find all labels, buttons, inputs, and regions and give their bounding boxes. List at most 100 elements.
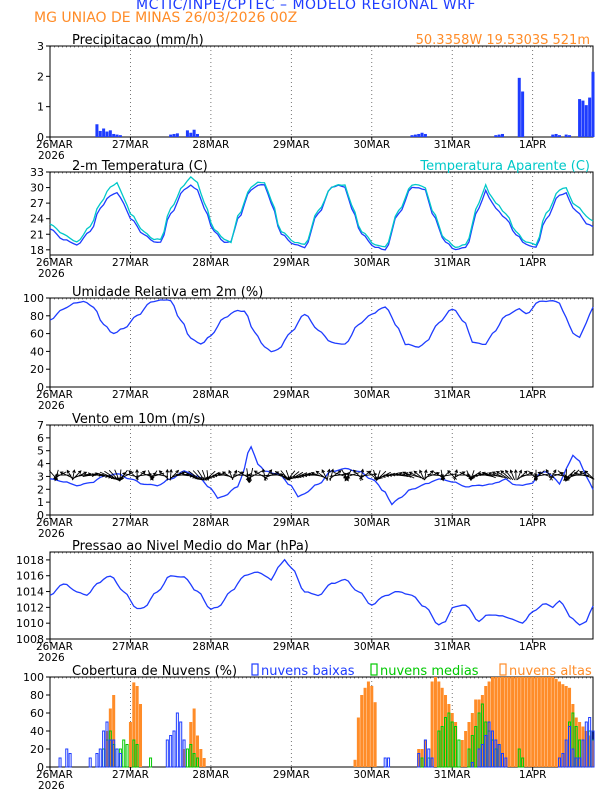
- x-tick-label: 27MAR: [112, 389, 149, 401]
- bar-precipitacao: [185, 130, 189, 137]
- wind-arrow: [516, 469, 523, 481]
- bar-precipitacao: [417, 133, 421, 137]
- bar-nuvens-altas: [541, 677, 545, 767]
- y-tick-label: 1: [37, 496, 44, 509]
- legend-swatch: [370, 663, 378, 676]
- bar-nuvens-baixas: [65, 748, 69, 768]
- panel-title-vento: Vento em 10m (m/s): [72, 412, 205, 427]
- bar-nuvens-altas: [531, 677, 535, 767]
- bar-nuvens-baixas: [427, 748, 431, 768]
- x-tick-label: 31MAR: [434, 257, 471, 269]
- bar-nuvens-altas: [564, 686, 568, 767]
- bar-precipitacao: [115, 134, 119, 137]
- bar-precipitacao: [108, 130, 112, 137]
- bar-precipitacao: [494, 135, 498, 137]
- bar-nuvens-baixas: [568, 726, 572, 768]
- bar-nuvens-altas: [444, 695, 448, 767]
- y-tick-label: 27: [30, 197, 44, 210]
- x-tick-label: 31MAR: [434, 641, 471, 653]
- bar-nuvens-altas: [470, 713, 474, 767]
- line-umidade: [49, 299, 594, 353]
- bar-nuvens-medias: [135, 744, 139, 768]
- bar-nuvens-altas: [554, 678, 558, 767]
- y-tick-label: 1008: [16, 633, 44, 646]
- bar-nuvens-medias: [420, 757, 424, 768]
- x-tick-label: 26MAR: [36, 257, 73, 269]
- x-tick-label: 1APR: [519, 389, 547, 401]
- bar-nuvens-baixas: [497, 744, 501, 768]
- panel-frame: [49, 45, 594, 138]
- x-tick-label: 27MAR: [112, 257, 149, 269]
- bar-precipitacao: [554, 133, 558, 137]
- bar-nuvens-altas: [588, 735, 592, 767]
- bar-precipitacao: [591, 71, 595, 137]
- y-tick-label: 24: [30, 213, 44, 226]
- bar-nuvens-altas: [561, 684, 565, 767]
- wind-arrow: [292, 471, 304, 479]
- wind-arrow: [394, 472, 409, 478]
- wind-arrow: [440, 473, 457, 478]
- bar-nuvens-altas: [517, 677, 521, 767]
- bar-nuvens-baixas: [98, 748, 102, 768]
- bar-nuvens-altas: [507, 677, 511, 767]
- bar-nuvens-altas: [480, 695, 484, 767]
- x-tick-label: 30MAR: [353, 517, 390, 529]
- y-tick-label: 0: [37, 131, 44, 144]
- bar-precipitacao: [169, 134, 173, 137]
- bar-nuvens-altas: [447, 704, 451, 767]
- bar-nuvens-altas: [464, 731, 468, 767]
- wind-arrow: [328, 470, 342, 480]
- bar-nuvens-altas: [474, 699, 478, 767]
- x-tick-sublabel: 2026: [38, 400, 65, 412]
- bar-nuvens-altas: [591, 740, 595, 767]
- x-tick-label: 1APR: [519, 641, 547, 653]
- bar-nuvens-baixas: [118, 753, 122, 768]
- x-tick-label: 29MAR: [273, 389, 310, 401]
- wind-arrow: [533, 473, 552, 478]
- x-tick-label: 28MAR: [192, 389, 229, 401]
- panel-nuvens: [46, 663, 595, 771]
- bar-nuvens-baixas: [95, 753, 99, 768]
- bar-precipitacao: [557, 135, 561, 137]
- x-tick-label: 1APR: [519, 769, 547, 781]
- bar-nuvens-baixas: [477, 748, 481, 768]
- x-tick-label: 28MAR: [192, 641, 229, 653]
- wind-arrow: [481, 471, 496, 479]
- bar-precipitacao: [192, 129, 196, 137]
- x-tick-sublabel: 2026: [38, 268, 65, 280]
- wind-arrow: [360, 468, 365, 481]
- panel-frame: [49, 551, 594, 640]
- x-tick-label: 29MAR: [273, 517, 310, 529]
- bar-nuvens-altas: [504, 677, 508, 767]
- bar-nuvens-altas: [430, 681, 434, 767]
- y-tick-label: 40: [30, 345, 44, 358]
- wind-arrow: [378, 471, 391, 479]
- bar-nuvens-baixas: [591, 730, 595, 768]
- bar-nuvens-baixas: [470, 762, 474, 768]
- y-tick-label: 0: [37, 761, 44, 774]
- bar-nuvens-baixas: [500, 753, 505, 768]
- panel-frame: [49, 171, 594, 256]
- bar-nuvens-altas: [484, 686, 488, 767]
- bar-precipitacao: [581, 100, 585, 137]
- bar-nuvens-baixas: [484, 735, 488, 768]
- x-tick-label: 29MAR: [273, 641, 310, 653]
- bar-nuvens-medias: [185, 748, 189, 768]
- wind-arrow: [205, 470, 216, 480]
- y-tick-label: 1018: [16, 554, 44, 567]
- x-tick-label: 1APR: [519, 139, 547, 151]
- bar-precipitacao: [564, 134, 568, 137]
- y-tick-label: 80: [30, 310, 44, 323]
- x-tick-sublabel: 2026: [38, 780, 65, 792]
- wind-arrow: [509, 469, 516, 481]
- bar-precipitacao: [175, 133, 179, 137]
- x-tick-label: 31MAR: [434, 517, 471, 529]
- x-tick-label: 27MAR: [112, 139, 149, 151]
- bar-nuvens-altas: [128, 722, 132, 767]
- bar-nuvens-altas: [521, 677, 525, 767]
- wind-arrow: [491, 471, 506, 479]
- wind-arrow: [377, 470, 387, 480]
- bar-nuvens-altas: [363, 687, 367, 767]
- bar-precipitacao: [551, 134, 555, 137]
- bar-precipitacao: [423, 133, 427, 137]
